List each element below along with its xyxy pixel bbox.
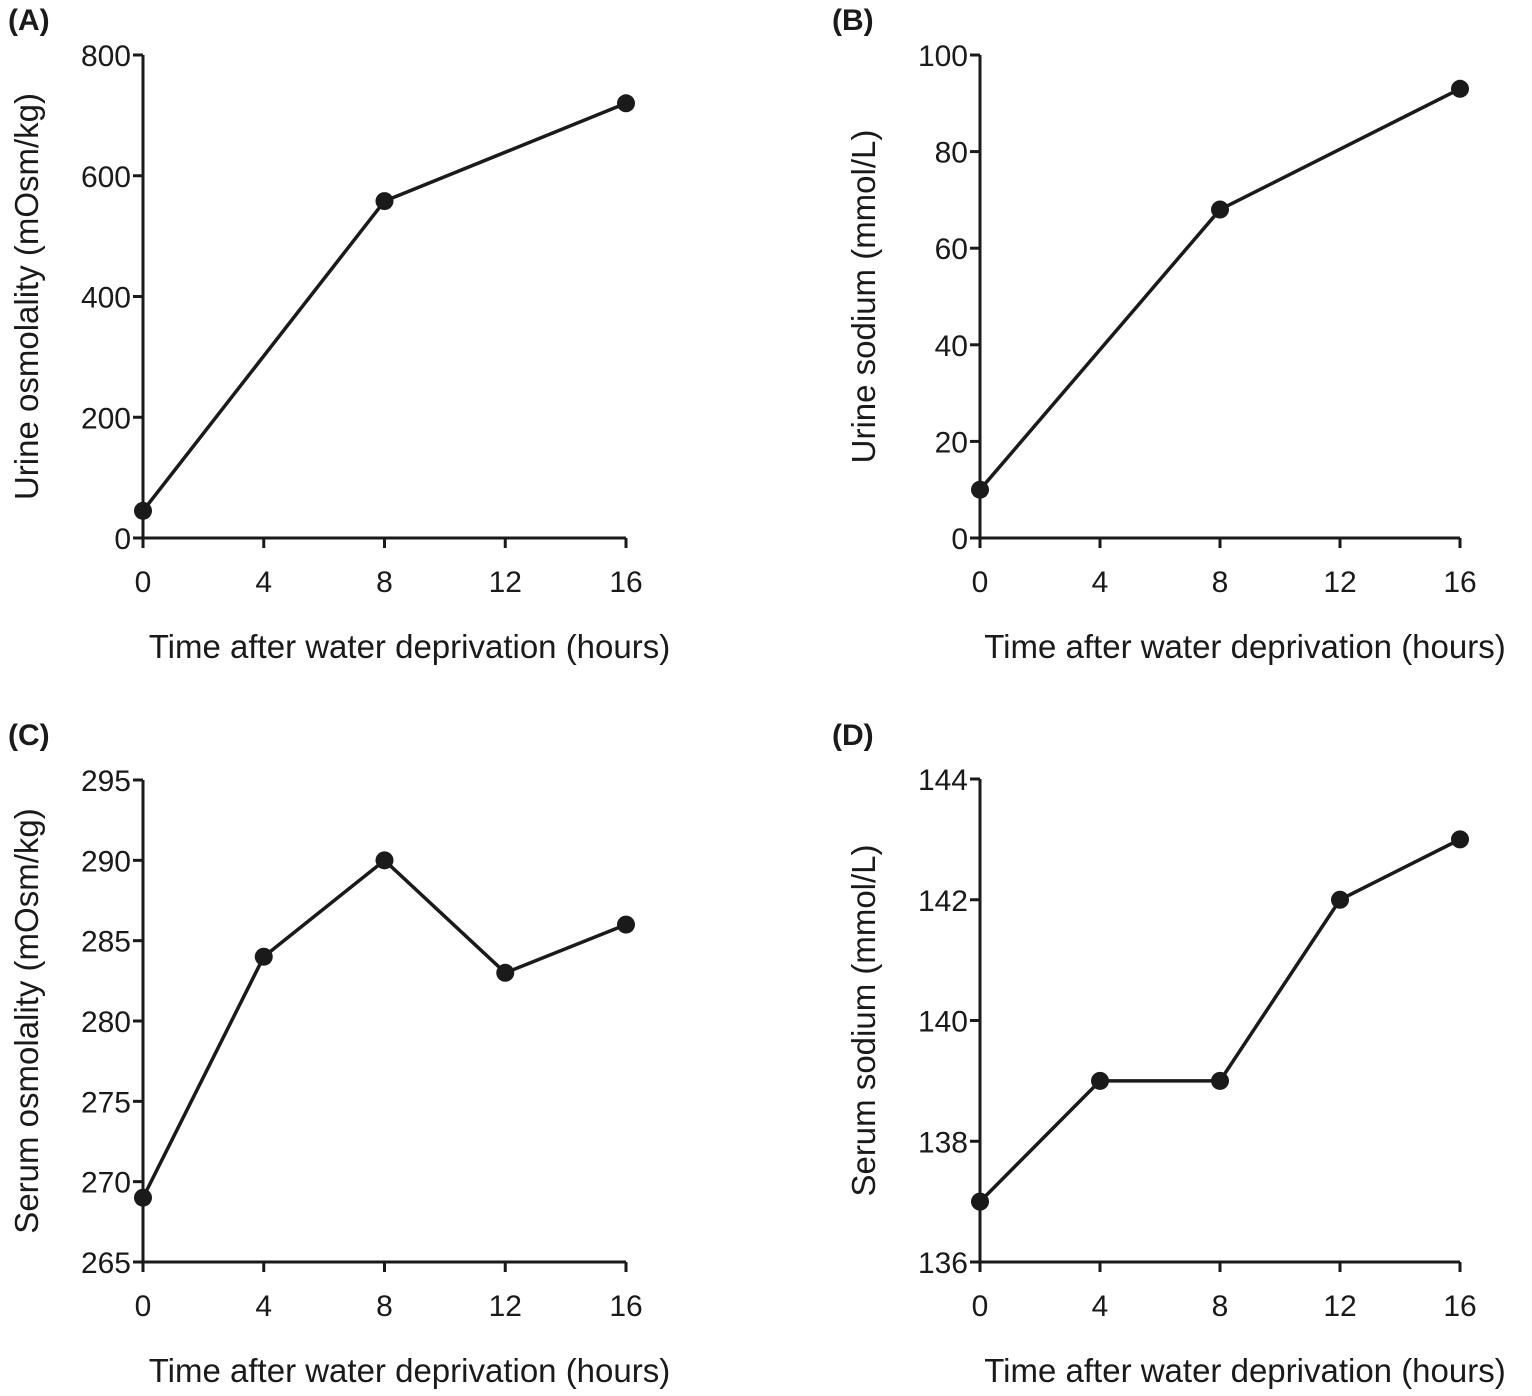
panel-label: (A) (8, 4, 50, 37)
y-tick-label: 200 (81, 402, 131, 435)
data-point (375, 851, 394, 870)
y-tick-label: 800 (81, 40, 131, 73)
data-point (375, 192, 394, 211)
data-point (134, 501, 152, 520)
y-tick-label: 138 (918, 1126, 968, 1159)
data-point (617, 915, 635, 934)
x-tick-label: 4 (1092, 1290, 1109, 1323)
y-tick-label: 285 (81, 926, 131, 959)
data-point (1091, 1071, 1109, 1090)
data-point (1211, 200, 1229, 219)
x-tick-label: 4 (255, 566, 272, 599)
x-axis-title: Time after water deprivation (hours) (149, 628, 670, 665)
data-point (971, 1192, 989, 1211)
y-tick-label: 265 (81, 1247, 131, 1280)
y-tick-label: 136 (918, 1247, 968, 1280)
x-tick-label: 0 (972, 566, 989, 599)
panel-label: (B) (832, 4, 874, 37)
y-tick-label: 270 (81, 1167, 131, 1200)
panel-label: (D) (832, 719, 874, 752)
x-tick-label: 12 (489, 566, 522, 599)
y-axis-title: Urine sodium (mmol/L) (845, 130, 882, 464)
x-tick-label: 0 (972, 1290, 989, 1323)
y-tick-label: 290 (81, 845, 131, 878)
x-tick-label: 4 (255, 1290, 272, 1323)
y-tick-label: 0 (114, 523, 131, 556)
x-tick-label: 16 (1443, 566, 1476, 599)
x-tick-label: 12 (1323, 566, 1356, 599)
x-axis-title: Time after water deprivation (hours) (149, 1352, 670, 1389)
data-point (254, 947, 273, 966)
series-line (141, 101, 627, 512)
x-tick-label: 12 (489, 1290, 522, 1323)
y-axis-title: Urine osmolality (mOsm/kg) (8, 93, 45, 500)
x-tick-label: 0 (135, 1290, 152, 1323)
x-tick-label: 16 (1443, 1290, 1476, 1323)
y-tick-label: 400 (81, 282, 131, 315)
x-axis-title: Time after water deprivation (hours) (984, 1352, 1505, 1389)
chart-panel-2: (C) 0 4 8 12 16 265 270 275 280 285 290 295 Time afte… (8, 719, 670, 1389)
series-line (978, 87, 1461, 491)
y-tick-label: 40 (935, 330, 968, 363)
y-tick-label: 275 (81, 1086, 131, 1119)
y-tick-label: 144 (918, 764, 968, 797)
x-tick-label: 8 (1212, 566, 1229, 599)
chart-panel-0: (A) 0 4 8 12 16 0 200 400 600 800 Time after water … (8, 4, 670, 665)
data-point (1451, 830, 1469, 849)
y-tick-label: 295 (81, 765, 131, 798)
data-point (1211, 1071, 1229, 1090)
x-tick-label: 8 (376, 566, 393, 599)
y-tick-label: 140 (918, 1006, 968, 1039)
series-line (141, 858, 627, 1199)
y-tick-label: 60 (935, 233, 968, 266)
x-tick-label: 4 (1092, 566, 1109, 599)
y-tick-label: 142 (918, 885, 968, 918)
y-tick-label: 600 (81, 161, 131, 194)
y-axis-title: Serum osmolality (mOsm/kg) (8, 808, 45, 1233)
chart-panel-1: (B) 0 4 8 12 16 0 20 40 60 80 100 Time after water d… (832, 4, 1506, 665)
data-point (134, 1188, 152, 1207)
y-tick-label: 100 (918, 40, 968, 73)
x-tick-label: 8 (1212, 1290, 1229, 1323)
y-tick-label: 80 (935, 137, 968, 170)
chart-panel-3: (D) 0 4 8 12 16 136 138 140 142 144 Time after wate… (832, 719, 1506, 1389)
data-point (1451, 79, 1469, 98)
x-tick-label: 16 (609, 566, 642, 599)
y-tick-label: 20 (935, 426, 968, 459)
x-tick-label: 12 (1323, 1290, 1356, 1323)
x-tick-label: 16 (609, 1290, 642, 1323)
x-axis-title: Time after water deprivation (hours) (984, 628, 1505, 665)
data-point (617, 94, 635, 113)
y-tick-label: 280 (81, 1006, 131, 1039)
data-point (496, 963, 515, 982)
data-point (1331, 890, 1349, 909)
series-line (978, 837, 1461, 1203)
data-point (971, 480, 989, 499)
panel-label: (C) (8, 719, 50, 752)
y-tick-label: 0 (951, 523, 968, 556)
x-tick-label: 8 (376, 1290, 393, 1323)
x-tick-label: 0 (135, 566, 152, 599)
y-axis-title: Serum sodium (mmol/L) (845, 844, 882, 1196)
